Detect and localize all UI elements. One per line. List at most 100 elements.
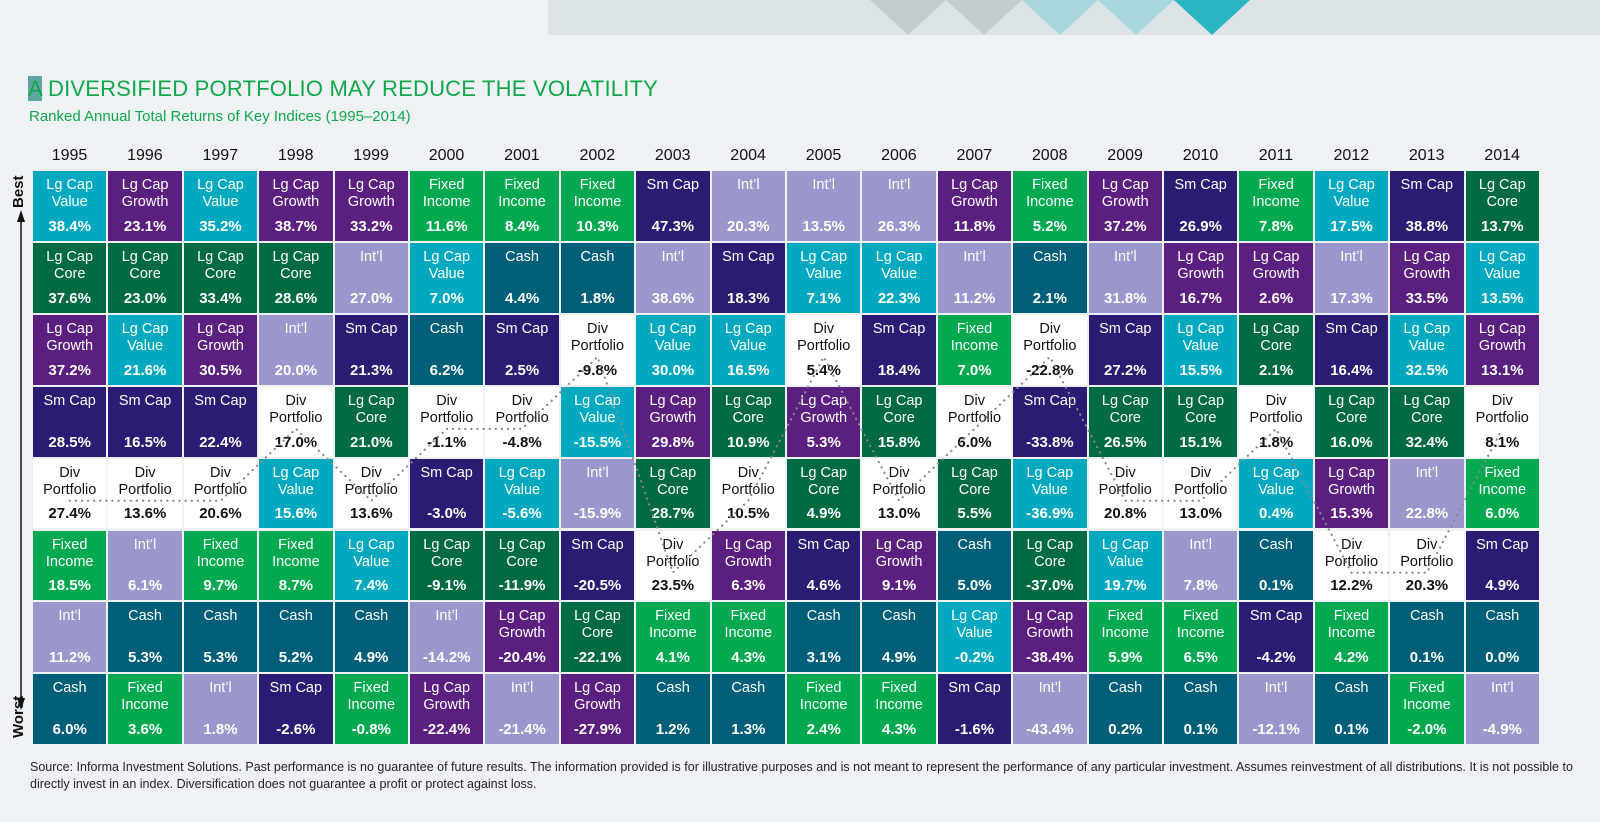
cell-div: Div Portfolio 27.4% <box>32 457 108 530</box>
cell-label: Lg Cap Core <box>498 536 546 570</box>
cell-value: 38.7% <box>274 217 318 235</box>
cell-label: Lg Cap Core <box>800 464 848 498</box>
cell-value: 4.3% <box>731 649 766 667</box>
cell-label: Fixed Income <box>649 608 697 642</box>
cell-label: Sm Cap <box>1174 177 1227 193</box>
cell-value: -36.9% <box>1026 505 1074 523</box>
cell-value: 0.1% <box>1183 721 1218 739</box>
cell-cash: Cash 5.3% <box>107 601 183 674</box>
cell-value: -15.5% <box>573 433 622 451</box>
cell-value: 32.4% <box>1405 433 1449 451</box>
cell-lcg: Lg Cap Growth 16.7% <box>1163 241 1239 314</box>
cell-value: -15.9% <box>573 505 622 523</box>
cell-value: 7.8% <box>1258 217 1294 235</box>
cell-sc: Sm Cap -1.6% <box>936 673 1013 746</box>
year-header: 2014 <box>1484 147 1520 164</box>
cell-label: Div Portfolio <box>1249 392 1303 426</box>
cell-value: -37.0% <box>1026 577 1074 595</box>
cell-label: Int’l <box>209 680 232 697</box>
cell-label: Lg Cap Growth <box>1478 320 1526 354</box>
cell-lcv: Lg Cap Value 15.5% <box>1163 313 1239 386</box>
cell-div: Div Portfolio 20.8% <box>1087 457 1163 530</box>
cell-label: Cash <box>203 608 238 625</box>
cell-value: 6.0% <box>957 433 992 451</box>
cell-lcv: Lg Cap Value 7.0% <box>409 241 485 314</box>
cell-lcc: Lg Cap Core 15.8% <box>861 385 937 458</box>
cell-label: Lg Cap Growth <box>875 536 923 570</box>
cell-label: Lg Cap Growth <box>498 608 546 642</box>
cell-label: Lg Cap Growth <box>800 392 848 426</box>
cell-label: Int’l <box>736 177 760 193</box>
cell-value: -1.6% <box>954 721 995 739</box>
cell-label: Div Portfolio <box>721 464 775 498</box>
cell-label: Lg Cap Core <box>1478 177 1526 210</box>
cell-value: 15.5% <box>1179 361 1222 379</box>
cell-sc: Sm Cap -33.8% <box>1012 385 1088 458</box>
cell-div: Div Portfolio 13.6% <box>333 457 409 530</box>
cell-label: Fixed Income <box>498 177 546 210</box>
cell-label: Lg Cap Value <box>1252 464 1300 498</box>
cell-label: Lg Cap Core <box>272 248 320 282</box>
cell-int: Int’l -12.1% <box>1238 673 1314 746</box>
cell-cash: Cash 5.0% <box>936 529 1013 602</box>
cell-label: Lg Cap Value <box>423 248 471 282</box>
year-header: 1999 <box>353 147 389 164</box>
cell-value: 37.6% <box>48 289 91 307</box>
cell-label: Int’l <box>284 320 308 337</box>
cell-value: 13.0% <box>1179 505 1222 523</box>
cell-label: Lg Cap Value <box>1478 248 1526 282</box>
cell-label: Lg Cap Core <box>951 464 998 498</box>
cell-lcc: Lg Cap Core 37.6% <box>32 241 108 314</box>
cell-value: 5.5% <box>957 505 992 523</box>
cell-label: Lg Cap Value <box>46 177 94 210</box>
cell-value: 0.4% <box>1258 505 1294 523</box>
cell-cash: Cash 2.1% <box>1012 241 1088 314</box>
cell-label: Fixed Income <box>573 177 622 210</box>
cell-value: 4.9% <box>1485 577 1520 595</box>
cell-div: Div Portfolio 1.8% <box>1238 385 1314 458</box>
cell-value: 4.1% <box>655 649 690 667</box>
cell-value: 4.2% <box>1334 649 1369 667</box>
cell-label: Lg Cap Core <box>423 536 471 570</box>
cell-lcg: Lg Cap Growth -27.9% <box>559 673 636 746</box>
cell-fi: Fixed Income 8.4% <box>484 170 560 242</box>
cell-label: Lg Cap Growth <box>423 680 471 714</box>
cell-value: 20.6% <box>199 505 242 523</box>
cell-label: Sm Cap <box>1400 177 1454 193</box>
cell-value: 7.0% <box>957 361 992 379</box>
cell-label: Sm Cap <box>420 464 473 481</box>
cell-cash: Cash 0.1% <box>1313 673 1390 746</box>
cell-lcv: Lg Cap Value -15.5% <box>559 385 636 458</box>
cell-value: 23.0% <box>123 289 167 307</box>
cell-label: Int’l <box>1264 680 1288 697</box>
cell-fi: Fixed Income 5.9% <box>1087 601 1163 674</box>
cell-value: 20.3% <box>727 217 770 235</box>
cell-lcg: Lg Cap Growth 2.6% <box>1238 241 1314 314</box>
cell-int: Int’l 22.8% <box>1389 457 1465 530</box>
cell-label: Int’l <box>510 680 534 697</box>
cell-label: Lg Cap Growth <box>951 177 998 210</box>
cell-sc: Sm Cap -3.0% <box>409 457 485 530</box>
cell-lcv: Lg Cap Value -5.6% <box>484 457 560 530</box>
cell-label: Cash <box>957 536 992 553</box>
cell-div: Div Portfolio 10.5% <box>710 457 786 530</box>
cell-value: 16.4% <box>1330 361 1373 379</box>
cell-label: Int’l <box>812 177 835 193</box>
cell-value: 4.3% <box>881 721 917 739</box>
cell-value: 16.5% <box>727 361 770 379</box>
cell-lcg: Lg Cap Growth 33.2% <box>333 170 409 242</box>
cell-value: 35.2% <box>199 217 242 235</box>
cell-label: Lg Cap Core <box>1026 536 1074 570</box>
cell-label: Cash <box>1032 248 1067 265</box>
cell-value: 2.1% <box>1032 289 1067 307</box>
cell-label: Lg Cap Value <box>724 320 772 354</box>
cell-int: Int’l 20.3% <box>710 170 786 242</box>
cell-value: 4.9% <box>806 505 841 523</box>
cell-label: Lg Cap Growth <box>1403 248 1451 282</box>
cell-value: 2.5% <box>504 361 540 379</box>
cell-value: -1.1% <box>427 433 467 451</box>
cell-label: Cash <box>429 320 464 337</box>
cell-sc: Sm Cap 47.3% <box>635 170 711 242</box>
cell-lcv: Lg Cap Value 32.5% <box>1389 313 1465 386</box>
cell-value: 4.9% <box>354 649 389 667</box>
